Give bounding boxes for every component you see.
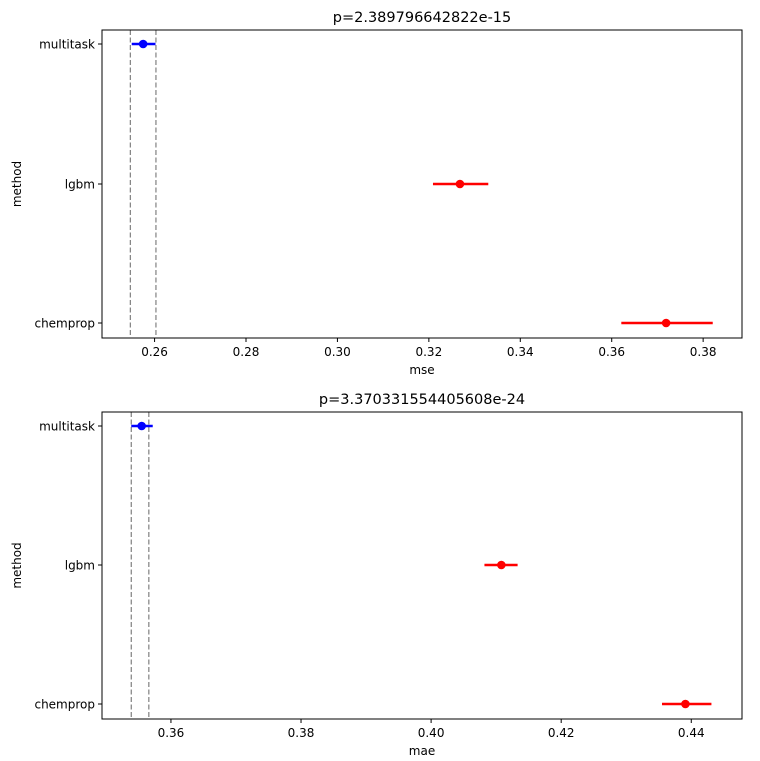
- x-tick-label: 0.40: [418, 726, 445, 740]
- chart-panel-1: 0.26 0.28 0.30 0.32 0.34 0.36 0.38 multitask lgb…: [10, 10, 743, 377]
- x-tick-label: 0.38: [288, 726, 315, 740]
- point-lgbm: [455, 179, 465, 189]
- point-multitask: [138, 39, 148, 49]
- x-tick-label: 0.38: [690, 345, 717, 359]
- x-tick-label: 0.28: [233, 345, 260, 359]
- axes-frame: [101, 29, 743, 339]
- x-tick-label: 0.34: [507, 345, 534, 359]
- chart-title: p=3.370331554405608e-24: [319, 392, 525, 408]
- x-tick-label: 0.42: [548, 726, 575, 740]
- y-tick-label-lgbm: lgbm: [65, 558, 95, 572]
- y-tick-label-multitask: multitask: [39, 37, 95, 51]
- x-axis-label: mae: [409, 744, 435, 758]
- y-tick-label-chemprop: chemprop: [34, 316, 95, 330]
- x-axis-label: mse: [409, 363, 434, 377]
- y-axis-label: method: [10, 542, 24, 588]
- y-axis-label: method: [10, 161, 24, 207]
- chart-title: p=2.389796642822e-15: [333, 10, 512, 26]
- y-tick-label-chemprop: chemprop: [34, 697, 95, 711]
- x-tick-label: 0.30: [324, 345, 351, 359]
- x-tick-label: 0.36: [158, 726, 185, 740]
- point-chemprop: [661, 318, 671, 328]
- axes-frame: [101, 411, 743, 720]
- y-tick-label-lgbm: lgbm: [65, 177, 95, 191]
- x-tick-label: 0.44: [678, 726, 705, 740]
- x-tick-label: 0.26: [141, 345, 168, 359]
- x-tick-label: 0.32: [415, 345, 442, 359]
- chart-panel-2: 0.36 0.38 0.40 0.42 0.44 multitask lgbm chempro…: [10, 392, 743, 758]
- point-chemprop: [681, 699, 690, 709]
- point-multitask: [137, 421, 146, 431]
- point-lgbm: [497, 560, 506, 570]
- x-tick-label: 0.36: [598, 345, 625, 359]
- y-tick-label-multitask: multitask: [39, 419, 95, 433]
